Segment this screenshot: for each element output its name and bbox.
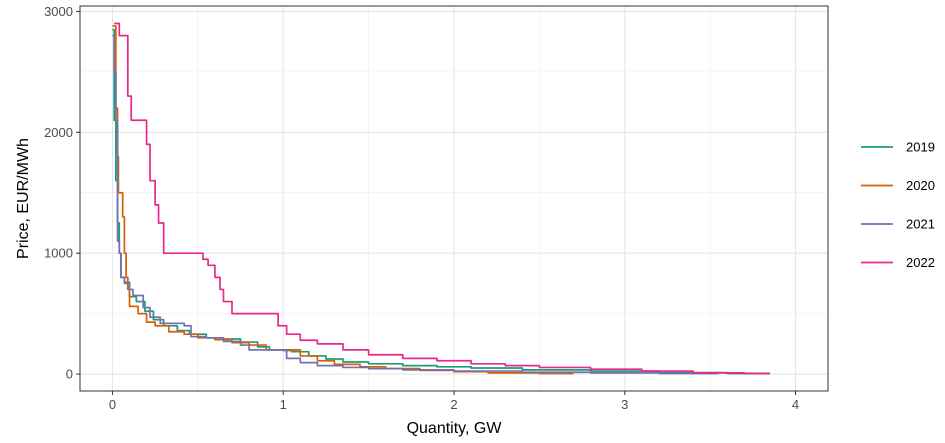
series-group [112, 22, 770, 375]
y-tick-label: 0 [66, 367, 73, 382]
x-tick-label: 2 [450, 397, 457, 412]
x-tick-label: 0 [109, 397, 116, 412]
x-axis: 0 1 2 3 4 [109, 391, 799, 412]
y-tick-label: 2000 [44, 125, 73, 140]
series-line-2022 [114, 22, 770, 375]
legend-label-2021: 2021 [906, 217, 935, 232]
series-line-2020 [112, 25, 574, 375]
x-tick-label: 1 [280, 397, 287, 412]
x-axis-title: Quantity, GW [407, 420, 503, 437]
y-axis-title: Price, EUR/MWh [15, 138, 32, 259]
legend: 2019 2020 2021 2022 [861, 140, 935, 270]
series-line-2021 [112, 34, 719, 375]
x-tick-label: 4 [792, 397, 799, 412]
legend-label-2019: 2019 [906, 140, 935, 155]
y-tick-label: 3000 [44, 4, 73, 19]
y-tick-label: 1000 [44, 246, 73, 261]
legend-label-2022: 2022 [906, 255, 935, 270]
legend-label-2020: 2020 [906, 178, 935, 193]
y-axis: 0 1000 2000 3000 [44, 4, 80, 382]
x-tick-label: 3 [621, 397, 628, 412]
